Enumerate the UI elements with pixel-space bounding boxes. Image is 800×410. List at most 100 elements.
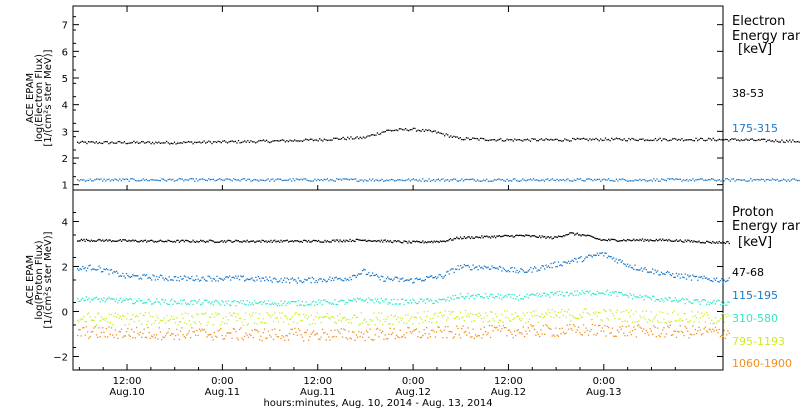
data-point bbox=[712, 301, 714, 303]
data-point bbox=[78, 142, 80, 144]
data-point bbox=[232, 312, 234, 314]
data-point bbox=[643, 268, 645, 270]
data-point bbox=[167, 239, 169, 241]
data-point bbox=[155, 141, 157, 143]
data-point bbox=[461, 267, 463, 269]
data-point bbox=[444, 310, 447, 312]
data-point bbox=[285, 334, 287, 337]
data-point bbox=[451, 179, 454, 181]
data-point bbox=[253, 141, 255, 143]
data-point bbox=[220, 327, 222, 330]
data-point bbox=[581, 316, 583, 318]
data-point bbox=[379, 133, 382, 135]
data-point bbox=[545, 178, 547, 181]
data-point bbox=[469, 138, 471, 141]
data-point bbox=[584, 138, 586, 140]
data-point bbox=[222, 317, 224, 320]
data-point bbox=[444, 326, 447, 328]
data-point bbox=[582, 311, 585, 313]
data-point bbox=[675, 138, 677, 140]
data-point bbox=[212, 240, 214, 242]
data-point bbox=[103, 240, 105, 243]
data-point bbox=[139, 277, 141, 279]
data-point bbox=[636, 321, 639, 323]
data-point bbox=[336, 278, 339, 280]
data-point bbox=[442, 240, 444, 242]
data-point bbox=[611, 238, 614, 241]
data-point bbox=[109, 142, 112, 144]
data-point bbox=[423, 299, 425, 301]
data-point bbox=[651, 180, 653, 182]
data-point bbox=[119, 297, 121, 299]
data-point bbox=[439, 180, 441, 182]
data-point bbox=[668, 326, 670, 329]
data-point bbox=[713, 330, 715, 332]
data-point bbox=[413, 240, 415, 242]
data-point bbox=[624, 294, 626, 296]
data-point bbox=[226, 332, 228, 334]
data-point bbox=[654, 269, 656, 271]
data-point bbox=[373, 180, 375, 182]
data-point bbox=[356, 297, 359, 299]
data-point bbox=[514, 178, 516, 180]
data-point bbox=[418, 278, 420, 280]
data-point bbox=[492, 317, 494, 320]
data-point bbox=[416, 277, 418, 279]
series-310-580 bbox=[77, 289, 730, 307]
data-point bbox=[188, 241, 190, 243]
data-point bbox=[481, 137, 483, 140]
data-point bbox=[184, 178, 186, 181]
data-point bbox=[724, 304, 727, 306]
data-point bbox=[265, 322, 267, 324]
data-point bbox=[518, 294, 521, 296]
data-point bbox=[714, 279, 717, 281]
data-point bbox=[134, 179, 137, 182]
data-point bbox=[378, 239, 380, 242]
data-point bbox=[377, 275, 379, 277]
data-point bbox=[675, 272, 678, 275]
data-point bbox=[521, 333, 523, 335]
data-point bbox=[528, 294, 531, 296]
data-point bbox=[336, 239, 339, 241]
data-point bbox=[236, 179, 238, 181]
data-point bbox=[109, 322, 111, 324]
data-point bbox=[389, 179, 391, 181]
data-point bbox=[669, 239, 671, 242]
data-point bbox=[591, 292, 593, 295]
data-point bbox=[143, 239, 145, 242]
data-point bbox=[119, 141, 121, 143]
data-point bbox=[446, 240, 448, 242]
data-point bbox=[618, 138, 621, 140]
data-point bbox=[604, 293, 606, 296]
data-point bbox=[528, 318, 531, 320]
data-point bbox=[222, 140, 224, 142]
data-point bbox=[287, 301, 290, 303]
data-point bbox=[501, 270, 503, 272]
data-point bbox=[536, 236, 538, 238]
data-point bbox=[233, 312, 236, 314]
data-point bbox=[300, 140, 302, 142]
data-point bbox=[389, 240, 391, 242]
data-point bbox=[737, 139, 739, 141]
data-point bbox=[612, 139, 614, 141]
data-point bbox=[633, 326, 635, 328]
data-point bbox=[105, 268, 108, 270]
data-point bbox=[663, 301, 665, 303]
data-point bbox=[177, 276, 179, 279]
data-point bbox=[167, 320, 169, 322]
data-point bbox=[556, 315, 558, 317]
data-point bbox=[457, 327, 459, 330]
data-point bbox=[457, 237, 459, 240]
data-point bbox=[601, 239, 604, 241]
data-point bbox=[187, 240, 189, 242]
data-point bbox=[181, 142, 183, 144]
data-point bbox=[419, 278, 421, 280]
data-point bbox=[462, 325, 464, 327]
data-point bbox=[464, 330, 467, 333]
data-point bbox=[562, 331, 565, 333]
data-point bbox=[387, 129, 389, 131]
data-point bbox=[453, 317, 455, 320]
data-point bbox=[683, 299, 685, 301]
data-point bbox=[701, 178, 703, 180]
data-point bbox=[100, 142, 102, 144]
